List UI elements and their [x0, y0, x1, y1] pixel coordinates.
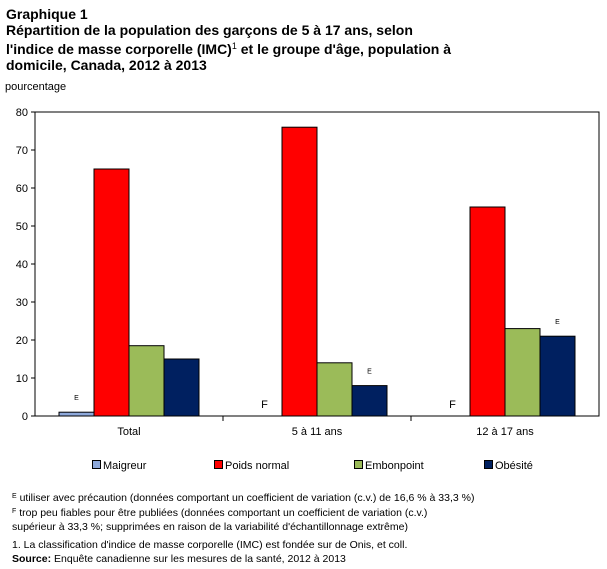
- note-e: E utiliser avec précaution (données comp…: [12, 490, 602, 505]
- x-category-label: 12 à 17 ans: [476, 426, 534, 438]
- chart-legend: Maigreur Poids normal Embonpoint Obésité: [0, 460, 607, 474]
- note-f-symbol: F: [12, 508, 17, 515]
- bar-obésité: [539, 335, 576, 417]
- chart-notes: E utiliser avec précaution (données comp…: [12, 490, 602, 566]
- suppressed-flag: F: [261, 399, 268, 411]
- source-text: Enquête canadienne sur les mesures de la…: [51, 553, 346, 565]
- note-f: F trop peu fiables pour être publiées (d…: [12, 505, 602, 520]
- bar-maigreur: [58, 411, 95, 417]
- title-line-1: Répartition de la population des garçons…: [6, 22, 413, 38]
- bar-obésité: [163, 358, 200, 417]
- y-tick-label: 70: [16, 145, 28, 157]
- x-category-label: Total: [117, 426, 140, 438]
- bar-poids-normal: [469, 206, 506, 417]
- source-label: Source:: [12, 553, 52, 565]
- legend-item: Embonpoint: [354, 460, 424, 472]
- legend-swatch: [354, 460, 363, 469]
- bar-chart: 0 10 20 30 40 50 60 70 80 Total E 5 à 11 ans F E 12 à …: [16, 107, 600, 438]
- note-e-symbol: E: [12, 493, 17, 500]
- bar-obésité: [351, 385, 388, 417]
- source-note: Source: Enquête canadienne sur les mesur…: [12, 552, 602, 566]
- legend-label: Embonpoint: [365, 460, 424, 472]
- y-tick-label: 40: [16, 259, 28, 271]
- bar-poids-normal: [281, 126, 318, 417]
- title-footnote-ref: 1: [231, 41, 237, 51]
- legend-label: Poids normal: [225, 460, 290, 472]
- suppressed-flag: F: [449, 399, 456, 411]
- bar-flag: E: [555, 319, 560, 326]
- bar-flag: E: [74, 395, 79, 402]
- y-tick-label: 20: [16, 335, 28, 347]
- title-line-2a: l'indice de masse corporelle (IMC): [6, 41, 232, 57]
- y-tick-label: 50: [16, 221, 28, 233]
- note-f-continued: supérieur à 33,3 %; supprimées en raison…: [12, 521, 408, 533]
- legend-label: Maigreur: [103, 460, 147, 472]
- y-tick-label: 80: [16, 107, 28, 119]
- legend-swatch: [214, 460, 223, 469]
- note-e-text: utiliser avec précaution (données compor…: [16, 492, 475, 504]
- bar-embonpoint: [504, 328, 541, 417]
- y-axis-label: pourcentage: [5, 81, 67, 93]
- title-line-2b: et le groupe d'âge, population à: [236, 41, 451, 57]
- legend-item: Poids normal: [214, 460, 289, 472]
- bar-embonpoint: [128, 345, 165, 417]
- legend-swatch: [484, 460, 493, 469]
- x-category-label: 5 à 11 ans: [292, 426, 343, 438]
- legend-item: Maigreur: [92, 460, 146, 472]
- y-tick-label: 30: [16, 297, 28, 309]
- y-tick-label: 60: [16, 183, 28, 195]
- note-f-text: trop peu fiables pour être publiées (don…: [16, 507, 428, 519]
- bar-embonpoint: [316, 362, 353, 417]
- bar-poids-normal: [93, 168, 130, 417]
- y-tick-label: 0: [22, 411, 28, 423]
- legend-item: Obésité: [484, 460, 533, 472]
- chart-number: Graphique 1: [6, 6, 88, 22]
- chart-title: Graphique 1 Répartition de la population…: [6, 6, 596, 73]
- legend-label: Obésité: [495, 460, 533, 472]
- title-line-2: l'indice de masse corporelle (IMC)1 et l…: [6, 38, 596, 57]
- title-line-3: domicile, Canada, 2012 à 2013: [6, 57, 207, 73]
- legend-swatch: [92, 460, 101, 469]
- bar-flag: E: [367, 369, 372, 376]
- footnote-1: 1. La classification d'indice de masse c…: [12, 539, 408, 551]
- y-tick-label: 10: [16, 373, 28, 385]
